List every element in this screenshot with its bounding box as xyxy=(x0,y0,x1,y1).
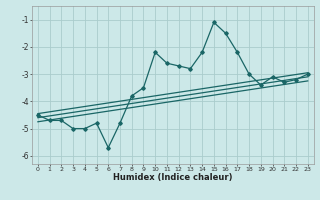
X-axis label: Humidex (Indice chaleur): Humidex (Indice chaleur) xyxy=(113,173,233,182)
